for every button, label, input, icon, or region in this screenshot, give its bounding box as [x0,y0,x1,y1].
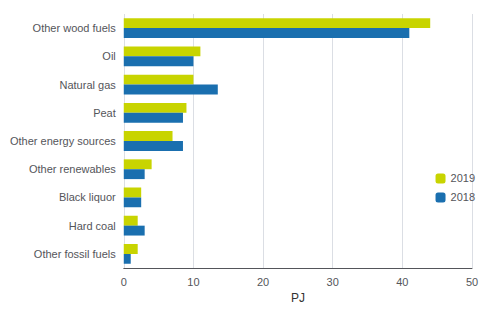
svg-text:Black liquor: Black liquor [59,191,116,203]
svg-text:Other renewables: Other renewables [29,163,116,175]
svg-text:Hard coal: Hard coal [69,220,116,232]
svg-text:Other energy sources: Other energy sources [10,135,116,147]
svg-text:Other wood fuels: Other wood fuels [33,22,117,34]
svg-text:40: 40 [396,276,408,288]
svg-text:Oil: Oil [102,50,115,62]
svg-text:0: 0 [121,276,127,288]
svg-text:50: 50 [466,276,478,288]
svg-text:10: 10 [187,276,199,288]
svg-text:Natural gas: Natural gas [60,79,117,91]
svg-text:Peat: Peat [93,107,116,119]
svg-text:2018: 2018 [451,191,475,203]
svg-text:PJ: PJ [291,291,305,305]
svg-text:20: 20 [257,276,269,288]
svg-text:Other fossil fuels: Other fossil fuels [34,248,116,260]
svg-text:30: 30 [327,276,339,288]
svg-text:2019: 2019 [451,172,475,184]
